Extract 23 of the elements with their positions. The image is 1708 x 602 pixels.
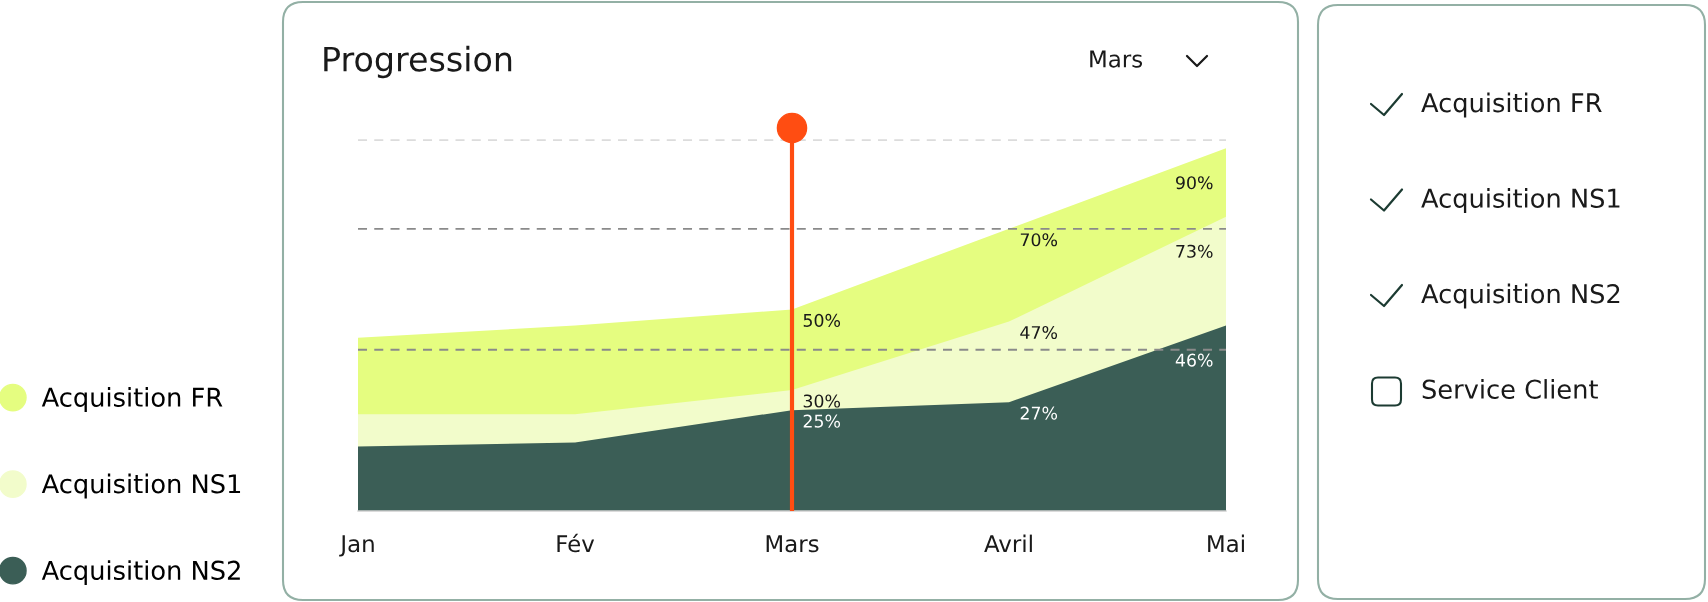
x-tick-label: Fév: [557, 533, 595, 553]
text: Acquisition NS2: [1421, 283, 1620, 309]
data-label: 27%: [1020, 406, 1058, 420]
text: Acquisition NS1: [1421, 188, 1620, 213]
data-label: 46%: [1175, 353, 1213, 367]
data-label: 50%: [803, 313, 841, 327]
legend-label: Acquisition NS1: [41, 473, 241, 499]
x-tick-label: Jan: [339, 535, 374, 557]
x-tick-label: Mai: [1208, 534, 1244, 553]
data-label: 25%: [803, 414, 841, 428]
data-label: 70%: [1020, 233, 1058, 247]
chart-title: Progression: [324, 45, 512, 79]
x-tick-label: Mars: [766, 535, 819, 553]
legend-label: Acquisition FR: [41, 387, 223, 412]
data-label: 90%: [1176, 176, 1213, 190]
data-label: 30%: [803, 394, 841, 408]
data-label: 73%: [1176, 244, 1213, 258]
text: Acquisition FR: [1421, 92, 1602, 118]
text: Mars: [1090, 50, 1143, 68]
legend-label: Acquisition NS2: [41, 560, 240, 585]
x-tick-label: Avril: [984, 534, 1032, 553]
data-label: 47%: [1020, 325, 1058, 340]
text: Service Client: [1422, 379, 1598, 399]
